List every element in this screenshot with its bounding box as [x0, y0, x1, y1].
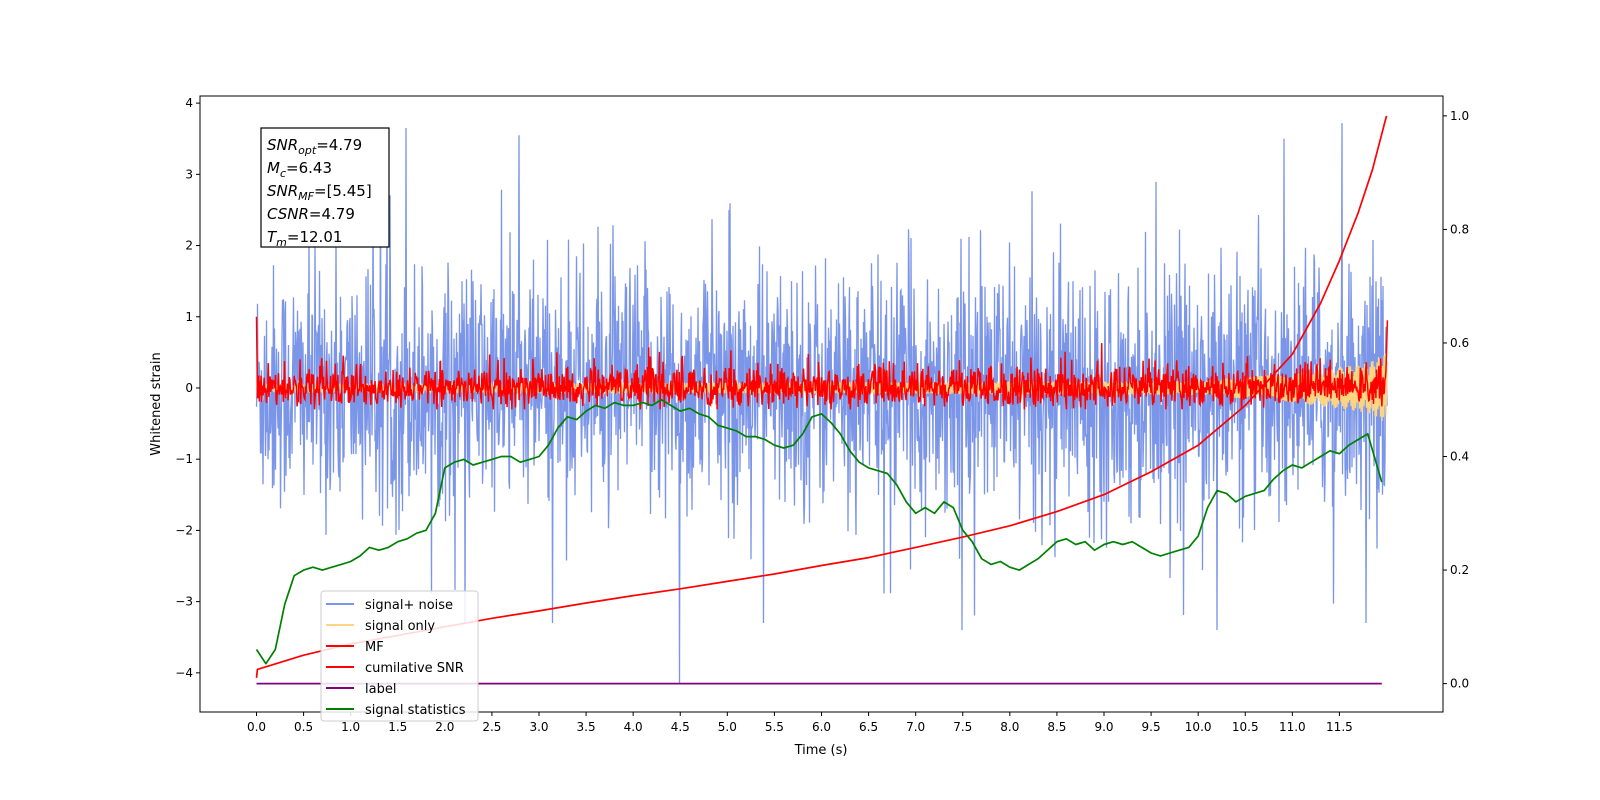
- y-tick-label-left: −1: [175, 452, 193, 466]
- x-axis-label: Time (s): [794, 743, 848, 758]
- series-signal-statistics: [255, 398, 1383, 665]
- annotation-subscript: c: [280, 167, 286, 180]
- y-tick-label-right: 1.0: [1450, 109, 1469, 123]
- y-axis-left: −4 −3 −2 −1 0 1 2 3 4: [175, 96, 200, 680]
- y-tick-label-right: 0.8: [1450, 222, 1469, 236]
- series-signal-plus-noise: [255, 123, 1388, 684]
- x-tick-label: 1.5: [388, 720, 407, 734]
- x-tick-label: 9.0: [1094, 720, 1113, 734]
- x-tick-label: 3.5: [577, 720, 596, 734]
- x-tick-label: 5.0: [718, 720, 737, 734]
- series-mf: [255, 316, 1389, 410]
- y-tick-label-right: 0.2: [1450, 563, 1469, 577]
- x-tick-label: 6.5: [859, 720, 878, 734]
- annotation-frame: [260, 127, 390, 248]
- x-tick-label: 7.5: [953, 720, 972, 734]
- y-tick-label-right: 0.4: [1450, 450, 1469, 464]
- x-tick-label: 0.5: [294, 720, 313, 734]
- legend-label: cumilative SNR: [365, 661, 464, 676]
- x-tick-label: 10.0: [1185, 720, 1212, 734]
- annotation-value: =4.79: [309, 205, 355, 223]
- y-axis-label: Whitened strain: [149, 352, 164, 455]
- annotation-symbol: SNR: [267, 182, 298, 200]
- y-tick-label-left: 0: [185, 381, 193, 395]
- annotation-symbol: M: [267, 159, 280, 177]
- y-tick-label-left: −4: [175, 666, 193, 680]
- annotation-value: =6.43: [286, 159, 332, 177]
- x-tick-label: 6.0: [812, 720, 831, 734]
- annotation-value: =4.79: [316, 136, 362, 154]
- annotation-subscript: MF: [298, 190, 314, 203]
- legend-label: signal statistics: [365, 703, 466, 718]
- x-tick-label: 9.5: [1142, 720, 1161, 734]
- annotation-value: =12.01: [287, 228, 343, 246]
- x-tick-label: 5.5: [765, 720, 784, 734]
- annotation-symbol: T: [267, 228, 278, 246]
- annotation-value: =[5.45]: [314, 182, 372, 200]
- annotation-subscript: opt: [298, 144, 317, 157]
- y-tick-label-left: 3: [185, 167, 193, 181]
- y-tick-label-left: −3: [175, 595, 193, 609]
- y-tick-label-left: 2: [185, 239, 193, 253]
- x-tick-label: 11.5: [1326, 720, 1353, 734]
- legend-label: MF: [365, 640, 384, 655]
- y-tick-label-right: 0.0: [1450, 677, 1469, 691]
- x-tick-label: 8.5: [1047, 720, 1066, 734]
- x-tick-label: 8.0: [1000, 720, 1019, 734]
- legend-label: signal only: [365, 619, 435, 634]
- x-tick-label: 2.5: [482, 720, 501, 734]
- y-tick-label-left: 1: [185, 310, 193, 324]
- x-tick-label: 4.0: [624, 720, 643, 734]
- x-tick-label: 3.0: [529, 720, 548, 734]
- legend-label: label: [365, 682, 396, 697]
- legend: signal+ noise signal only MF cumilative SNR…: [320, 590, 479, 722]
- y-tick-label-left: 4: [185, 96, 193, 110]
- x-tick-label: 2.0: [435, 720, 454, 734]
- x-tick-label: 10.5: [1232, 720, 1259, 734]
- annotation-box: SNRopt=4.79 Mc=6.43 SNRMF=[5.45] CSNR=4.79 T…: [260, 127, 390, 249]
- annotation-subscript: m: [276, 236, 287, 249]
- x-tick-label: 4.5: [671, 720, 690, 734]
- y-tick-label-right: 0.6: [1450, 336, 1469, 350]
- y-axis-right: 0.0 0.2 0.4 0.6 0.8 1.0: [1443, 109, 1469, 691]
- legend-label: signal+ noise: [365, 598, 453, 613]
- x-tick-label: 0.0: [247, 720, 266, 734]
- annotation-symbol: CSNR: [267, 205, 309, 223]
- x-tick-label: 7.0: [906, 720, 925, 734]
- x-tick-label: 1.0: [341, 720, 360, 734]
- annotation-text: SNRopt=4.79 Mc=6.43 SNRMF=[5.45] CSNR=4.79 T…: [267, 136, 372, 249]
- x-axis: 0.0 0.5 1.0 1.5 2.0 2.5 3.0 3.5 4.0 4.5 5.0 5.5 6.0 6…: [247, 712, 1353, 734]
- legend-frame: [320, 590, 479, 722]
- y-tick-label-left: −2: [175, 523, 193, 537]
- x-tick-label: 11.0: [1279, 720, 1306, 734]
- annotation-symbol: SNR: [267, 136, 298, 154]
